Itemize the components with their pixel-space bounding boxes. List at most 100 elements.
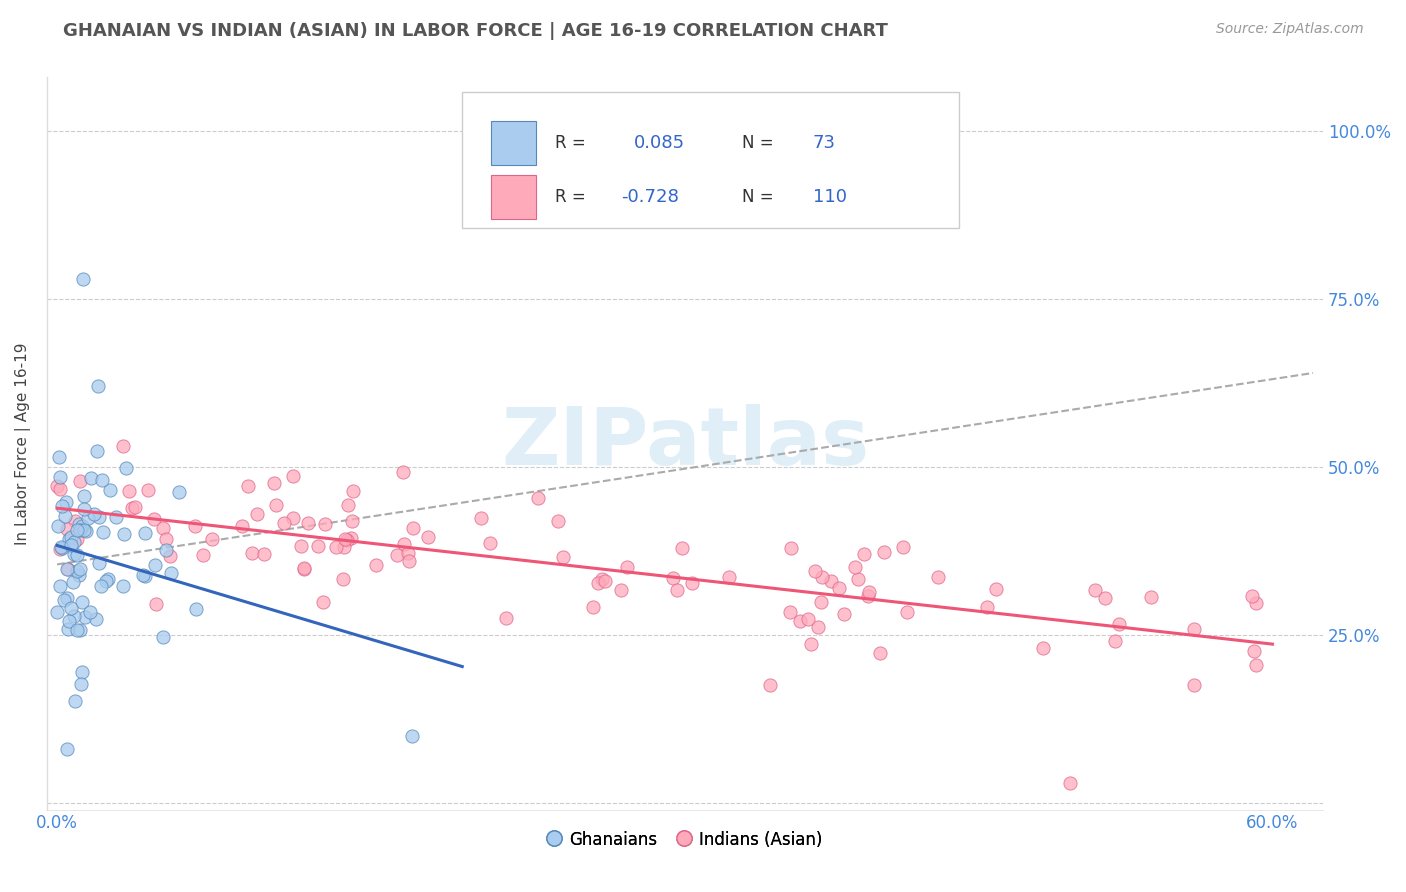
Point	[336, 533, 359, 547]
Point	[184, 519, 207, 533]
Point	[844, 560, 866, 574]
Point	[62, 547, 84, 561]
Point	[335, 532, 357, 546]
Point	[927, 570, 949, 584]
Point	[55, 591, 77, 605]
Point	[63, 609, 86, 624]
Point	[55, 495, 77, 509]
Point	[86, 444, 108, 458]
Point	[87, 510, 110, 524]
Point	[527, 491, 550, 506]
Point	[56, 522, 79, 536]
Point	[273, 516, 295, 530]
Point	[112, 526, 135, 541]
Point	[336, 498, 359, 512]
Point	[292, 562, 315, 576]
Point	[55, 508, 77, 523]
Point	[283, 468, 305, 483]
Text: N =: N =	[742, 188, 775, 206]
Point	[143, 558, 166, 573]
Point	[155, 542, 177, 557]
Point	[56, 742, 79, 756]
Point	[186, 601, 208, 615]
Point	[586, 575, 609, 590]
Point	[401, 729, 423, 743]
Point	[191, 548, 214, 562]
Point	[59, 600, 82, 615]
Point	[69, 561, 91, 575]
Text: R =: R =	[555, 135, 586, 153]
Point	[231, 518, 253, 533]
Point	[896, 605, 918, 619]
Point	[46, 605, 69, 619]
Text: R =: R =	[555, 188, 586, 206]
Point	[96, 574, 118, 588]
Point	[79, 605, 101, 619]
Point	[105, 510, 128, 524]
Point	[62, 574, 84, 589]
Text: GHANAIAN VS INDIAN (ASIAN) IN LABOR FORCE | AGE 16-19 CORRELATION CHART: GHANAIAN VS INDIAN (ASIAN) IN LABOR FORC…	[63, 22, 889, 40]
Point	[1182, 622, 1205, 636]
Point	[1182, 678, 1205, 692]
Point	[53, 593, 76, 607]
Point	[297, 516, 319, 530]
Point	[789, 615, 811, 629]
Point	[392, 537, 415, 551]
Point	[292, 561, 315, 575]
Point	[75, 610, 97, 624]
Point	[67, 516, 90, 531]
Point	[121, 500, 143, 515]
Point	[51, 541, 73, 555]
Point	[314, 517, 336, 532]
Point	[759, 678, 782, 692]
Point	[810, 595, 832, 609]
Point	[56, 562, 79, 576]
Point	[681, 576, 703, 591]
Point	[671, 541, 693, 555]
Text: Source: ZipAtlas.com: Source: ZipAtlas.com	[1216, 22, 1364, 37]
Point	[73, 502, 96, 516]
Point	[48, 450, 70, 464]
Point	[396, 546, 419, 560]
Point	[83, 507, 105, 521]
Point	[86, 379, 108, 393]
Point	[152, 521, 174, 535]
Point	[1244, 657, 1267, 672]
Point	[1244, 596, 1267, 610]
Point	[69, 624, 91, 638]
Point	[779, 605, 801, 619]
Point	[387, 549, 409, 563]
Point	[48, 542, 70, 557]
Point	[49, 482, 72, 496]
Point	[340, 514, 363, 528]
Point	[51, 499, 73, 513]
Point	[72, 272, 94, 286]
Point	[84, 612, 107, 626]
Point	[332, 572, 354, 586]
Point	[807, 620, 830, 634]
Point	[115, 460, 138, 475]
Point	[873, 544, 896, 558]
Point	[551, 549, 574, 564]
Text: ZIPatlas: ZIPatlas	[501, 404, 869, 483]
Point	[134, 569, 156, 583]
Point	[984, 582, 1007, 596]
Point	[97, 572, 120, 586]
Point	[665, 583, 688, 598]
Point	[811, 570, 834, 584]
Point	[398, 554, 420, 568]
Point	[90, 579, 112, 593]
Point	[46, 518, 69, 533]
Point	[253, 547, 276, 561]
Point	[307, 539, 329, 553]
Point	[803, 564, 825, 578]
Point	[58, 532, 80, 546]
Point	[58, 614, 80, 628]
Point	[495, 611, 517, 625]
Point	[1094, 591, 1116, 606]
Point	[66, 623, 89, 637]
Text: -0.728: -0.728	[621, 188, 679, 206]
Point	[73, 523, 96, 537]
Point	[1240, 590, 1263, 604]
FancyBboxPatch shape	[491, 121, 536, 165]
